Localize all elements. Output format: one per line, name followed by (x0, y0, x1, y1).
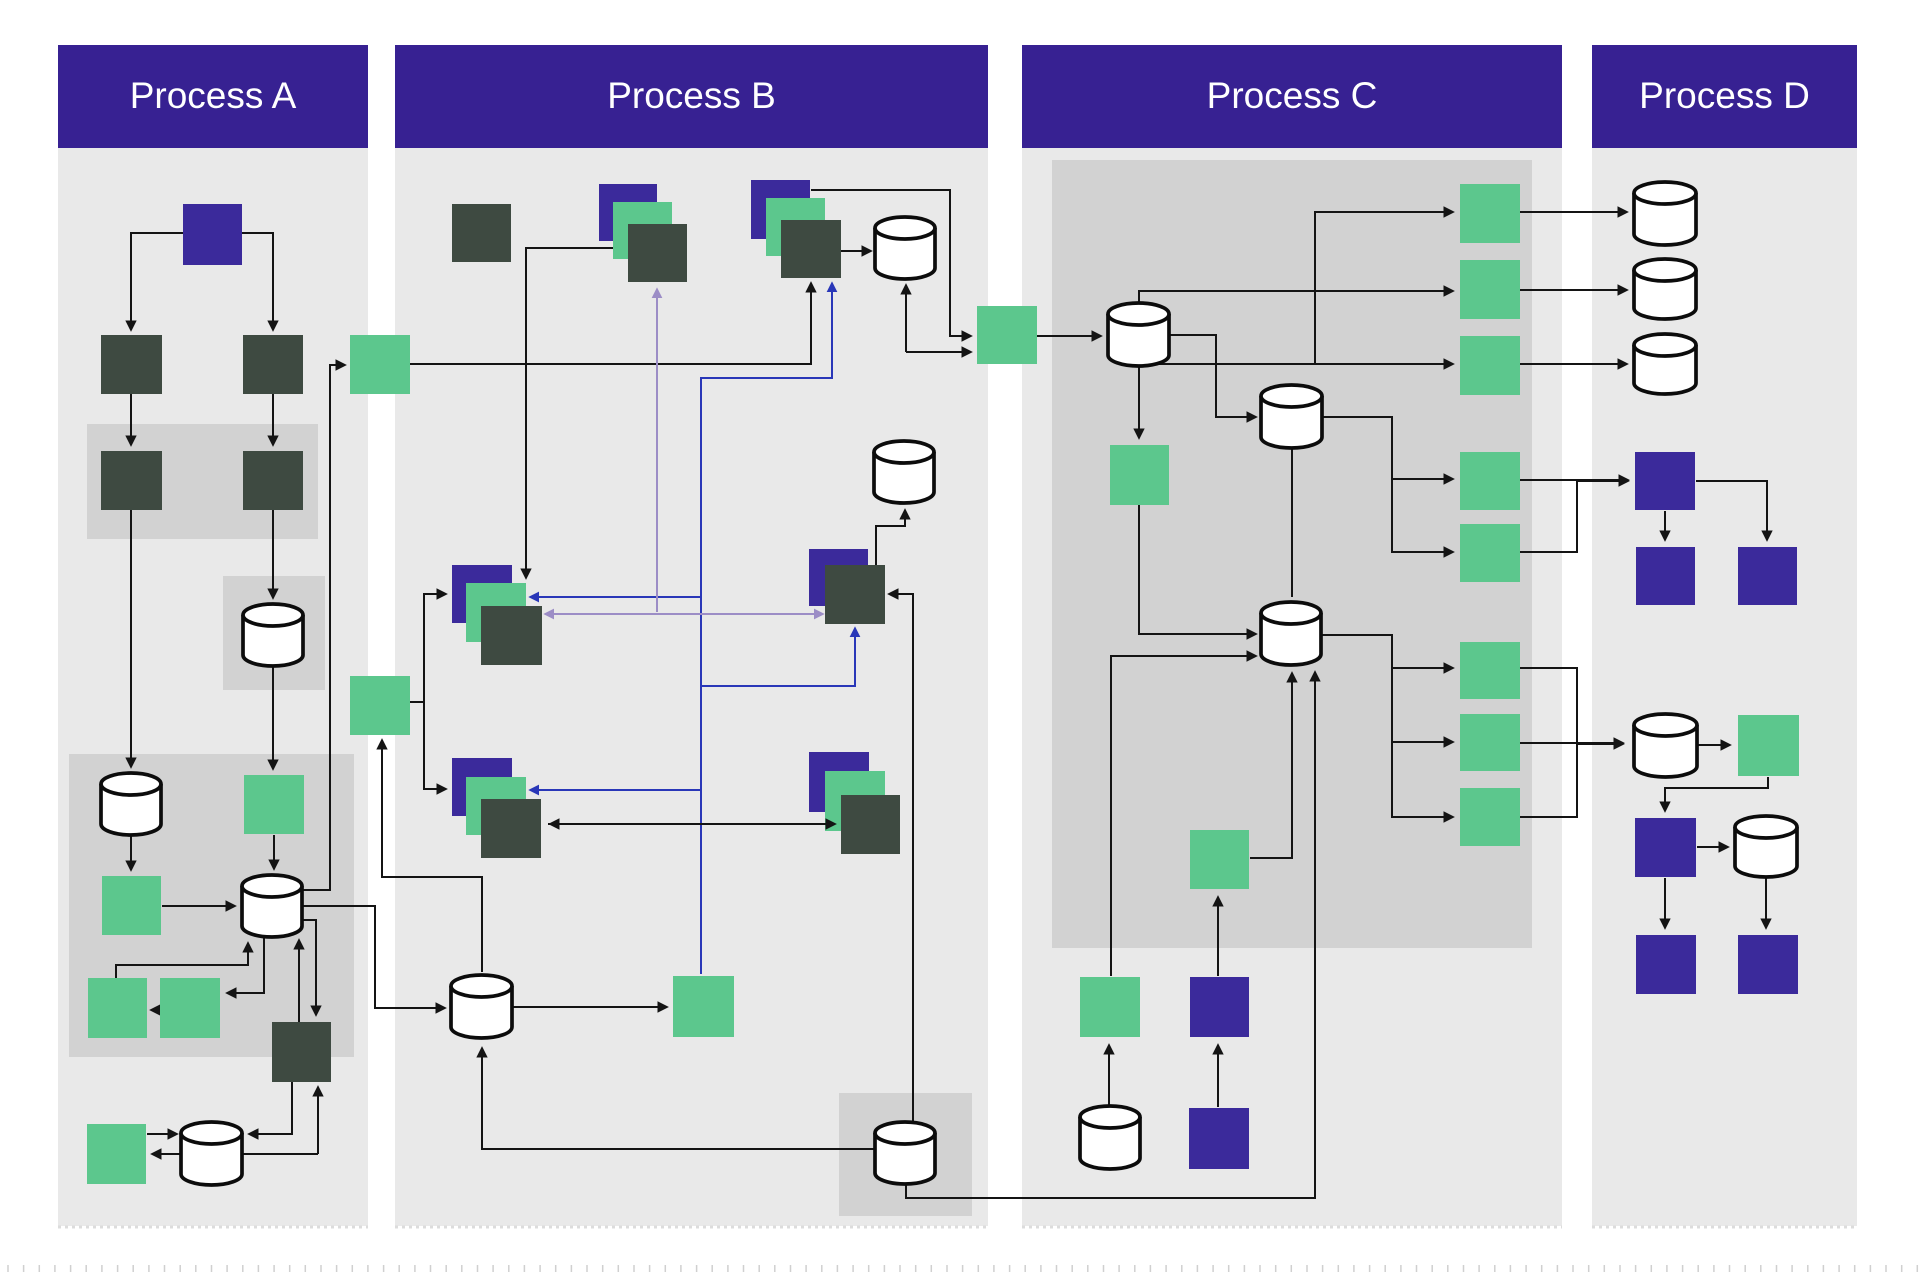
svg-text:Process B: Process B (607, 75, 776, 116)
svg-text:Process D: Process D (1639, 75, 1810, 116)
svg-text:Process A: Process A (130, 75, 297, 116)
svg-text:Process C: Process C (1207, 75, 1378, 116)
